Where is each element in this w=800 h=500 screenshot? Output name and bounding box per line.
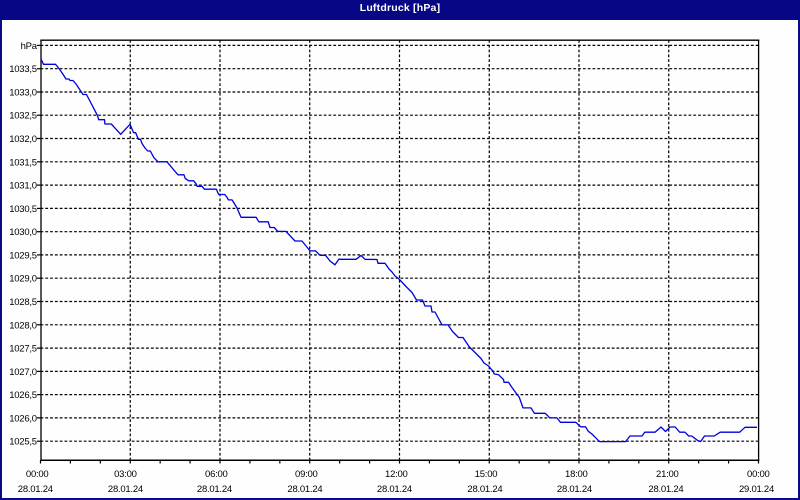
svg-text:28.01.24: 28.01.24 [197, 484, 232, 495]
svg-text:28.01.24: 28.01.24 [287, 484, 322, 495]
svg-text:1029,5: 1029,5 [9, 250, 37, 261]
svg-text:1032,5: 1032,5 [9, 111, 37, 122]
svg-text:15:00: 15:00 [475, 469, 498, 480]
svg-text:1027,0: 1027,0 [9, 367, 37, 378]
svg-text:1026,0: 1026,0 [9, 413, 37, 424]
svg-text:28.01.24: 28.01.24 [557, 484, 592, 495]
svg-text:1030,5: 1030,5 [9, 204, 37, 215]
svg-text:00:00: 00:00 [747, 469, 770, 480]
svg-text:1033,5: 1033,5 [9, 64, 37, 75]
svg-text:1028,5: 1028,5 [9, 297, 37, 308]
svg-text:06:00: 06:00 [205, 469, 228, 480]
svg-text:1033,0: 1033,0 [9, 88, 37, 99]
svg-text:28.01.24: 28.01.24 [648, 484, 683, 495]
svg-text:1025,5: 1025,5 [9, 437, 37, 448]
svg-text:1026,5: 1026,5 [9, 390, 37, 401]
svg-text:1031,0: 1031,0 [9, 181, 37, 192]
svg-text:28.01.24: 28.01.24 [467, 484, 502, 495]
svg-text:1031,5: 1031,5 [9, 157, 37, 168]
svg-text:1027,5: 1027,5 [9, 344, 37, 355]
svg-text:1030,0: 1030,0 [9, 227, 37, 238]
svg-text:28.01.24: 28.01.24 [108, 484, 143, 495]
svg-text:29.01.24: 29.01.24 [739, 484, 774, 495]
svg-text:03:00: 03:00 [114, 469, 137, 480]
svg-text:1028,0: 1028,0 [9, 320, 37, 331]
svg-text:00:00: 00:00 [26, 469, 49, 480]
svg-text:12:00: 12:00 [385, 469, 408, 480]
svg-text:18:00: 18:00 [565, 469, 588, 480]
svg-text:28.01.24: 28.01.24 [18, 484, 53, 495]
svg-text:28.01.24: 28.01.24 [377, 484, 412, 495]
svg-text:21:00: 21:00 [656, 469, 679, 480]
svg-text:hPa: hPa [21, 41, 38, 52]
svg-text:1032,0: 1032,0 [9, 134, 37, 145]
svg-text:1029,0: 1029,0 [9, 274, 37, 285]
svg-text:09:00: 09:00 [295, 469, 318, 480]
